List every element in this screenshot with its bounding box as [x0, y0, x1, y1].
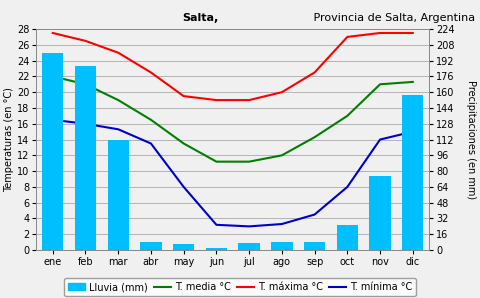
Bar [402, 95, 423, 250]
Bar [206, 248, 227, 250]
Y-axis label: Precipitaciones (en mm): Precipitaciones (en mm) [466, 80, 476, 199]
Bar [271, 242, 292, 250]
Text: Provincia de Salta, Argentina: Provincia de Salta, Argentina [310, 13, 475, 24]
Bar [370, 176, 391, 250]
Bar [336, 225, 358, 250]
Legend: Lluvia (mm), T. media °C, T. máxima °C, T. mínima °C: Lluvia (mm), T. media °C, T. máxima °C, … [64, 278, 416, 296]
Bar [239, 243, 260, 250]
Bar [42, 53, 63, 250]
Bar [304, 242, 325, 250]
Bar [173, 244, 194, 250]
Bar [108, 139, 129, 250]
Bar [140, 242, 162, 250]
Text: Salta,: Salta, [182, 13, 218, 24]
Y-axis label: Temperaturas (en °C): Temperaturas (en °C) [4, 87, 14, 192]
Bar [75, 66, 96, 250]
